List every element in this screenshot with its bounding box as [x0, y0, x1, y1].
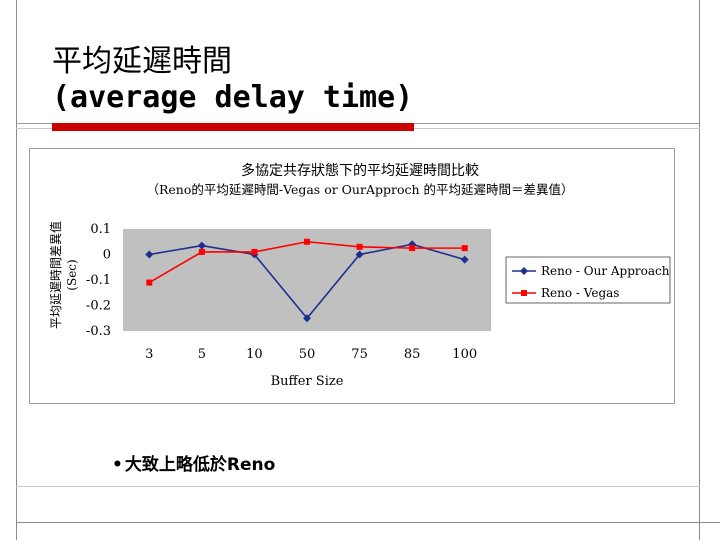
x-tick-label: 75: [351, 347, 368, 362]
data-point-square: [146, 279, 153, 286]
data-point-square: [304, 238, 310, 245]
data-point-square: [409, 245, 416, 252]
y-tick-label: 0: [103, 248, 111, 263]
chart-title: 多協定共存狀態下的平均延遲時間比較: [241, 162, 479, 179]
frame-line-left: [16, 0, 17, 540]
accent-bar: [52, 123, 414, 131]
bullet-text: 大致上略低於Reno: [124, 455, 276, 475]
x-tick-label: 10: [246, 347, 263, 362]
delay-chart: 多協定共存狀態下的平均延遲時間比較 （Reno的平均延遲時間-Vegas or …: [48, 162, 671, 389]
chart-container: 多協定共存狀態下的平均延遲時間比較 （Reno的平均延遲時間-Vegas or …: [29, 148, 675, 404]
y-axis-label: 平均延遲時間差異值: [48, 221, 63, 329]
frame-line-right: [699, 0, 700, 540]
legend-marker: [521, 290, 527, 296]
y-axis-unit: (Sec): [65, 259, 79, 290]
bullet-item: • 大致上略低於Reno: [112, 450, 275, 475]
deco-line: [16, 486, 700, 487]
legend-marker: [520, 267, 528, 275]
x-tick-label: 5: [198, 347, 206, 362]
legend: Reno - Our Approach Reno - Vegas: [505, 256, 671, 304]
data-point-diamond: [145, 250, 154, 259]
data-point-diamond: [460, 255, 469, 264]
x-tick-label: 85: [404, 347, 421, 362]
x-axis-label: Buffer Size: [271, 374, 344, 389]
data-point-diamond: [355, 250, 364, 259]
data-point-diamond: [303, 314, 311, 323]
plot-area: [123, 229, 491, 331]
y-tick-label: -0.3: [86, 324, 111, 339]
x-tick-label: 100: [452, 347, 477, 362]
data-point-square: [461, 245, 468, 252]
data-point-square: [198, 248, 205, 255]
y-tick-label: 0.1: [90, 222, 111, 237]
slide-subtitle: (average delay time): [52, 80, 414, 115]
y-tick-label: -0.1: [86, 273, 111, 288]
x-tick-label: 3: [145, 347, 153, 362]
data-point-diamond: [197, 241, 206, 250]
bullet-dot: •: [112, 455, 123, 475]
legend-label: Reno - Vegas: [541, 286, 619, 300]
data-point-square: [251, 248, 258, 255]
y-tick-label: -0.2: [86, 299, 111, 314]
slide-title: 平均延遲時間: [52, 44, 232, 79]
legend-box: [505, 256, 671, 304]
x-tick-label: 50: [299, 347, 316, 362]
frame-line-bottom: [16, 522, 720, 523]
chart-subtitle: （Reno的平均延遲時間-Vegas or OurApproch 的平均延遲時間…: [146, 182, 573, 197]
data-point-square: [356, 243, 363, 250]
legend-label: Reno - Our Approach: [541, 264, 670, 278]
